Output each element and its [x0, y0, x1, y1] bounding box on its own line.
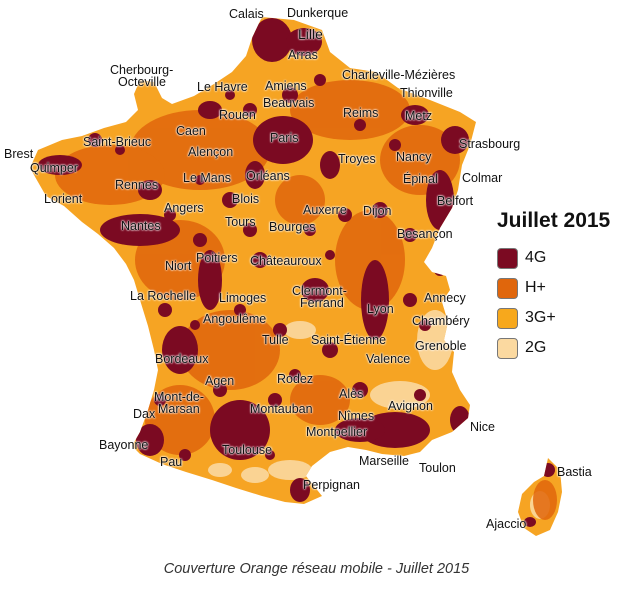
city-label: Dax: [133, 407, 156, 421]
city-label: Dijon: [363, 204, 392, 218]
map-legend: Juillet 2015 4G H+ 3G+ 2G: [497, 209, 610, 363]
city-label: Saint-Brieuc: [83, 135, 152, 149]
city-label: Angoulême: [203, 312, 267, 326]
city-label: Grenoble: [415, 339, 467, 353]
city-label: Marsan: [158, 402, 200, 416]
city-label: Auxerre: [303, 203, 347, 217]
city-label: Tulle: [262, 333, 289, 347]
city-label: Clermont-: [292, 284, 347, 298]
city-label: Tours: [225, 215, 256, 229]
legend-item-2g: 2G: [497, 333, 610, 363]
coverage-layers: [38, 18, 557, 527]
city-label: Alençon: [188, 145, 234, 159]
city-label: Saint-Étienne: [311, 333, 387, 347]
legend-label-4g: 4G: [525, 249, 547, 266]
legend-item-3gplus: 3G+: [497, 303, 610, 333]
city-label: Limoges: [219, 291, 267, 305]
legend-swatch-hplus: [497, 277, 518, 299]
city-label: Thionville: [400, 86, 453, 100]
city-label: Lorient: [44, 192, 83, 206]
city-label: Avignon: [388, 399, 433, 413]
city-label: Metz: [405, 109, 433, 123]
legend-label-2g: 2G: [525, 339, 547, 356]
city-label: Nancy: [396, 150, 432, 164]
legend-swatch-2g: [497, 337, 518, 359]
city-label: Angers: [164, 201, 204, 215]
city-label: Brest: [4, 147, 34, 161]
city-label: Poitiers: [196, 251, 238, 265]
city-label: Amiens: [265, 79, 307, 93]
city-label: Ajaccio: [486, 517, 527, 531]
city-label: Mont-de-: [154, 390, 205, 404]
city-label: Quimper: [30, 161, 78, 175]
city-label: Calais: [229, 7, 264, 21]
city-label: Toulouse: [222, 443, 273, 457]
legend-item-4g: 4G: [497, 243, 610, 273]
city-label: Châteauroux: [250, 254, 322, 268]
city-label: Perpignan: [303, 478, 360, 492]
city-label: Rennes: [115, 178, 159, 192]
city-label: Rouen: [219, 108, 256, 122]
city-label: Beauvais: [263, 96, 315, 110]
city-label: Agen: [205, 374, 235, 388]
city-label: Lyon: [367, 302, 394, 316]
city-label: Le Mans: [183, 171, 231, 185]
city-label: Reims: [343, 106, 379, 120]
city-label: Le Havre: [197, 80, 248, 94]
city-label: Montauban: [250, 402, 313, 416]
city-label: Nîmes: [338, 409, 375, 423]
city-label: Caen: [176, 124, 206, 138]
city-label: Blois: [232, 192, 260, 206]
legend-label-3gplus: 3G+: [525, 309, 556, 326]
city-label: Bordeaux: [155, 352, 209, 366]
legend-title: Juillet 2015: [497, 209, 611, 232]
legend-label-hplus: H+: [525, 279, 546, 296]
city-label: Dunkerque: [287, 6, 349, 20]
city-label: Bayonne: [99, 438, 149, 452]
city-label: Colmar: [462, 171, 503, 185]
city-label: Octeville: [118, 75, 166, 89]
city-label: Rodez: [277, 372, 314, 386]
city-label: Alès: [339, 387, 364, 401]
city-label: Cherbourg-: [110, 63, 174, 77]
city-label: Toulon: [419, 461, 456, 475]
city-label: Paris: [270, 131, 299, 145]
city-label: Ferrand: [300, 296, 344, 310]
city-label: Bourges: [269, 220, 316, 234]
city-label: Besançon: [397, 227, 453, 241]
city-label: Valence: [366, 352, 411, 366]
legend-item-hplus: H+: [497, 273, 610, 303]
city-label: Montpellier: [306, 425, 368, 439]
city-label: La Rochelle: [130, 289, 197, 303]
city-label: Arras: [288, 48, 318, 62]
city-label: Chambéry: [412, 314, 470, 328]
city-label: Charleville-Mézières: [342, 68, 456, 82]
legend-swatch-4g: [497, 247, 518, 269]
city-label: Annecy: [424, 291, 466, 305]
city-label: Épinal: [403, 172, 438, 186]
city-label: Lille: [298, 26, 323, 42]
city-label: Strasbourg: [459, 137, 521, 151]
city-label: Marseille: [359, 454, 410, 468]
city-label: Belfort: [437, 194, 474, 208]
city-label: Nantes: [121, 219, 161, 233]
city-label: Troyes: [338, 152, 376, 166]
city-label: Niort: [165, 259, 192, 273]
city-label: Nice: [470, 420, 496, 434]
city-label: Orléans: [246, 169, 290, 183]
legend-swatch-3gplus: [497, 307, 518, 329]
city-label: Pau: [160, 455, 183, 469]
map-caption: Couverture Orange réseau mobile - Juille…: [163, 561, 470, 577]
city-label: Bastia: [557, 465, 592, 479]
